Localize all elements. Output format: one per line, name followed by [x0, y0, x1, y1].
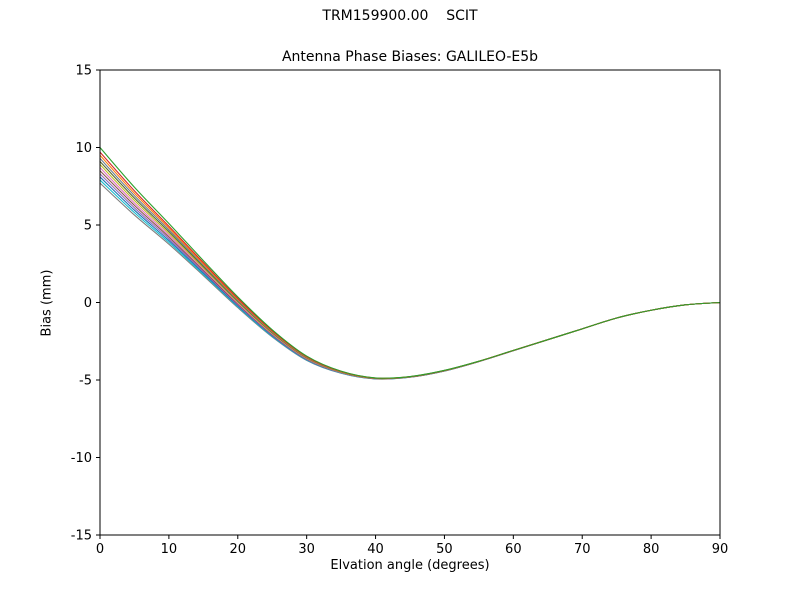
series-line-series-8	[99, 160, 721, 380]
x-tick-label: 50	[436, 542, 453, 557]
x-tick-label: 80	[643, 542, 660, 557]
x-tick-label: 70	[574, 542, 591, 557]
series-line-series-5	[99, 170, 721, 380]
x-tick-label: 10	[161, 542, 178, 557]
y-tick-label: -5	[79, 374, 92, 389]
series-line-series-1	[99, 182, 721, 380]
figure-title: TRM159900.00 SCIT	[322, 8, 478, 24]
y-tick-label: -15	[71, 529, 92, 544]
x-tick-label: 30	[298, 542, 315, 557]
x-tick-label: 40	[367, 542, 384, 557]
x-axis-label: Elvation angle (degrees)	[330, 558, 490, 573]
y-tick-label: 0	[84, 296, 92, 311]
x-tick-label: 60	[505, 542, 522, 557]
y-tick-label: 10	[75, 141, 92, 156]
x-tick-label: 90	[712, 542, 729, 557]
series-line-series-7	[99, 164, 721, 380]
y-axis-label: Bias (mm)	[39, 269, 55, 337]
x-tick-label: 0	[96, 542, 104, 557]
axes-title: Antenna Phase Biases: GALILEO-E5b	[281, 49, 539, 65]
series-line-series-10	[99, 154, 721, 379]
plot-border	[99, 69, 721, 536]
series-line-series-9	[99, 157, 721, 380]
series-line-series-4	[99, 173, 721, 380]
series-line-series-3	[99, 176, 721, 380]
y-tick-label: -10	[71, 451, 92, 466]
series-line-series-6	[99, 167, 721, 380]
y-tick-label: 15	[75, 64, 92, 79]
x-tick-label: 20	[230, 542, 247, 557]
series-line-series-2	[99, 179, 721, 380]
series-line-series-12	[99, 146, 721, 379]
y-tick-label: 5	[84, 219, 92, 234]
